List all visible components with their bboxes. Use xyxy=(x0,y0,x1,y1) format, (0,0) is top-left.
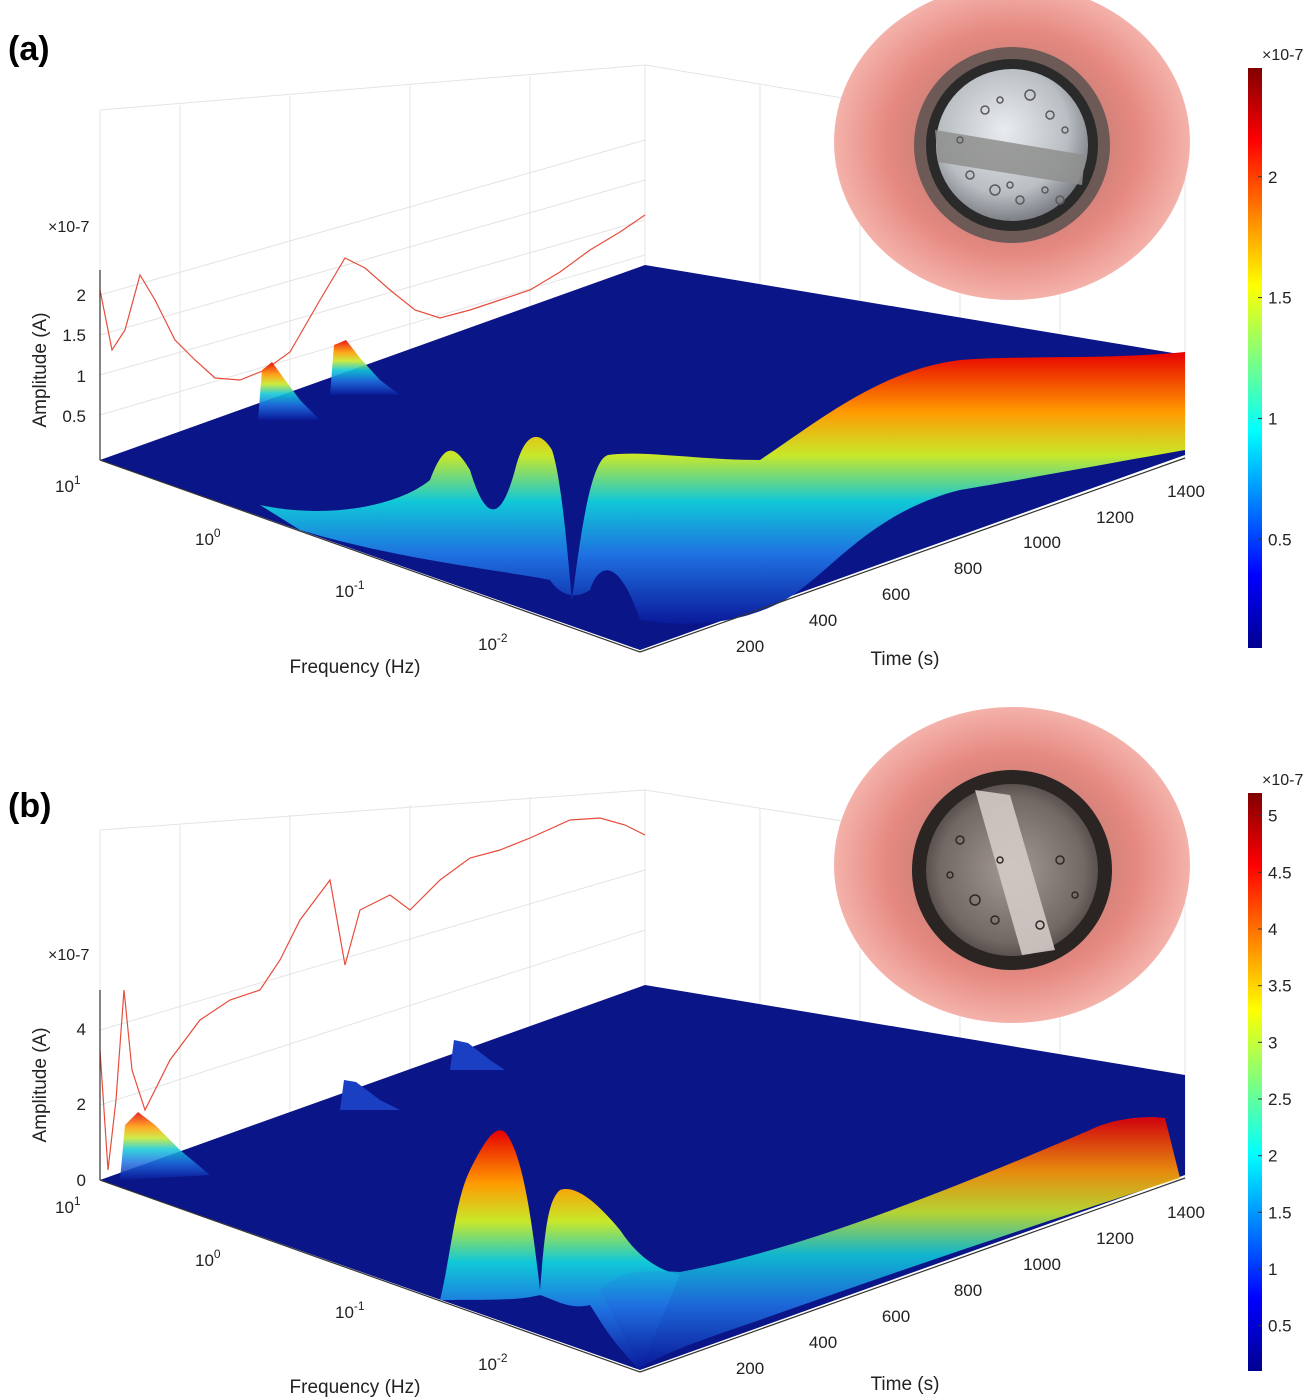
panel-b: (b) xyxy=(8,707,1303,1398)
colorbar-tick-label: 5 xyxy=(1268,807,1277,826)
panel-b-z-scale: ×10-7 xyxy=(48,947,89,964)
colorbar-tick-label: 1 xyxy=(1268,409,1277,428)
colorbar-tick-label: 3 xyxy=(1268,1033,1277,1052)
panel-a-projection-curve xyxy=(99,214,646,381)
panel-b-base-surface xyxy=(100,985,1185,1370)
panel-a-ftick-10-0: 100 xyxy=(195,526,221,549)
panel-a-z-scale: ×10-7 xyxy=(48,219,89,236)
panel-a-ztick: 0.5 xyxy=(62,407,86,426)
panel-a-ttick: 800 xyxy=(954,559,982,578)
panel-a-back-peak-2 xyxy=(330,340,400,395)
panel-a-inset-photo xyxy=(834,0,1190,300)
panel-b-ttick: 1000 xyxy=(1023,1255,1061,1274)
colorbar-tick-label: 3.5 xyxy=(1268,977,1292,996)
panel-a-ftick-10--1: 10-1 xyxy=(335,578,365,601)
panel-a-time-ticks: 200 400 600 800 1000 1200 1400 xyxy=(736,482,1205,656)
panel-b-ttick: 1400 xyxy=(1167,1203,1205,1222)
colorbar-tick-label: 2 xyxy=(1268,168,1277,187)
panel-b-ftick-10-1: 101 xyxy=(55,1194,81,1217)
panel-b-z-ticks: 0 2 4 xyxy=(77,1020,86,1190)
panel-b-ridge-tail xyxy=(600,1117,1180,1368)
panel-b-colorbar-ticks: 0.5 1 1.5 2 2.5 3 3.5 4 4.5 5 xyxy=(1258,807,1292,1336)
panel-a-colorbar-ticks: 0.5 1 1.5 2 xyxy=(1258,168,1292,549)
panel-a-ttick: 1200 xyxy=(1096,508,1134,527)
panel-b-ttick: 600 xyxy=(882,1307,910,1326)
panel-a-ridge xyxy=(260,352,1185,624)
panel-b-back-peak-1 xyxy=(340,1080,400,1110)
panel-b-time-ticks: 200 400 600 800 1000 1200 1400 xyxy=(736,1203,1205,1378)
panel-a-label: (a) xyxy=(8,30,50,68)
panel-a-z-label: Amplitude (A) xyxy=(30,312,51,427)
panel-a-colorbar-scale: ×10-7 xyxy=(1262,47,1303,64)
panel-b-time-label: Time (s) xyxy=(871,1374,940,1395)
panel-a-ttick: 200 xyxy=(736,637,764,656)
panel-b-z-label: Amplitude (A) xyxy=(30,1027,51,1142)
colorbar-tick-label: 2.5 xyxy=(1268,1090,1292,1109)
panel-b-ztick: 2 xyxy=(77,1095,86,1114)
panel-a-ztick: 1 xyxy=(77,367,86,386)
panel-a: (a) xyxy=(8,0,1303,678)
colorbar-tick-label: 1.5 xyxy=(1268,1203,1292,1222)
panel-a-ttick: 1400 xyxy=(1167,482,1205,501)
panel-b-label: (b) xyxy=(8,787,51,825)
colorbar-tick-label: 0.5 xyxy=(1268,1317,1292,1336)
panel-b-ftick-10-0: 100 xyxy=(195,1247,221,1270)
colorbar-tick-label: 4.5 xyxy=(1268,863,1292,882)
panel-b-projection-curve xyxy=(99,817,646,1171)
colorbar-tick-label: 0.5 xyxy=(1268,530,1292,549)
panel-a-ttick: 400 xyxy=(809,611,837,630)
panel-a-ztick: 1.5 xyxy=(62,326,86,345)
panel-b-axes xyxy=(99,990,1186,1373)
panel-b-ttick: 1200 xyxy=(1096,1229,1134,1248)
panel-b-colorbar xyxy=(1248,793,1262,1371)
panel-a-axes xyxy=(99,270,1186,653)
panel-a-ztick: 2 xyxy=(77,286,86,305)
panel-a-back-peak-1 xyxy=(258,362,320,420)
colorbar-tick-label: 1.5 xyxy=(1268,289,1292,308)
panel-b-ttick: 800 xyxy=(954,1281,982,1300)
panel-a-ttick: 600 xyxy=(882,585,910,604)
panel-a-z-ticks: 2 1.5 1 0.5 xyxy=(62,286,86,426)
panel-b-colorbar-scale: ×10-7 xyxy=(1262,772,1303,789)
panel-a-ttick: 1000 xyxy=(1023,533,1061,552)
panel-b-freq-label: Frequency (Hz) xyxy=(290,1377,421,1398)
panel-b-back-peak-2 xyxy=(450,1040,505,1070)
panel-b-ftick-10--2: 10-2 xyxy=(478,1351,508,1374)
panel-a-colorbar xyxy=(1248,68,1262,648)
panel-b-front-peak xyxy=(120,1112,210,1180)
panel-b-ztick: 4 xyxy=(77,1020,86,1039)
colorbar-tick-label: 4 xyxy=(1268,920,1277,939)
panel-a-time-label: Time (s) xyxy=(871,649,940,670)
panel-a-ftick-10-1: 101 xyxy=(55,473,81,496)
panel-a-freq-label: Frequency (Hz) xyxy=(290,657,421,678)
colorbar-tick-label: 2 xyxy=(1268,1147,1277,1166)
panel-b-ftick-10--1: 10-1 xyxy=(335,1299,365,1322)
colorbar-tick-label: 1 xyxy=(1268,1260,1277,1279)
panel-a-ftick-10--2: 10-2 xyxy=(478,631,508,654)
panel-b-ztick: 0 xyxy=(77,1171,86,1190)
panel-b-ttick: 200 xyxy=(736,1359,764,1378)
panel-b-ttick: 400 xyxy=(809,1333,837,1352)
panel-b-inset-photo xyxy=(834,707,1190,1023)
